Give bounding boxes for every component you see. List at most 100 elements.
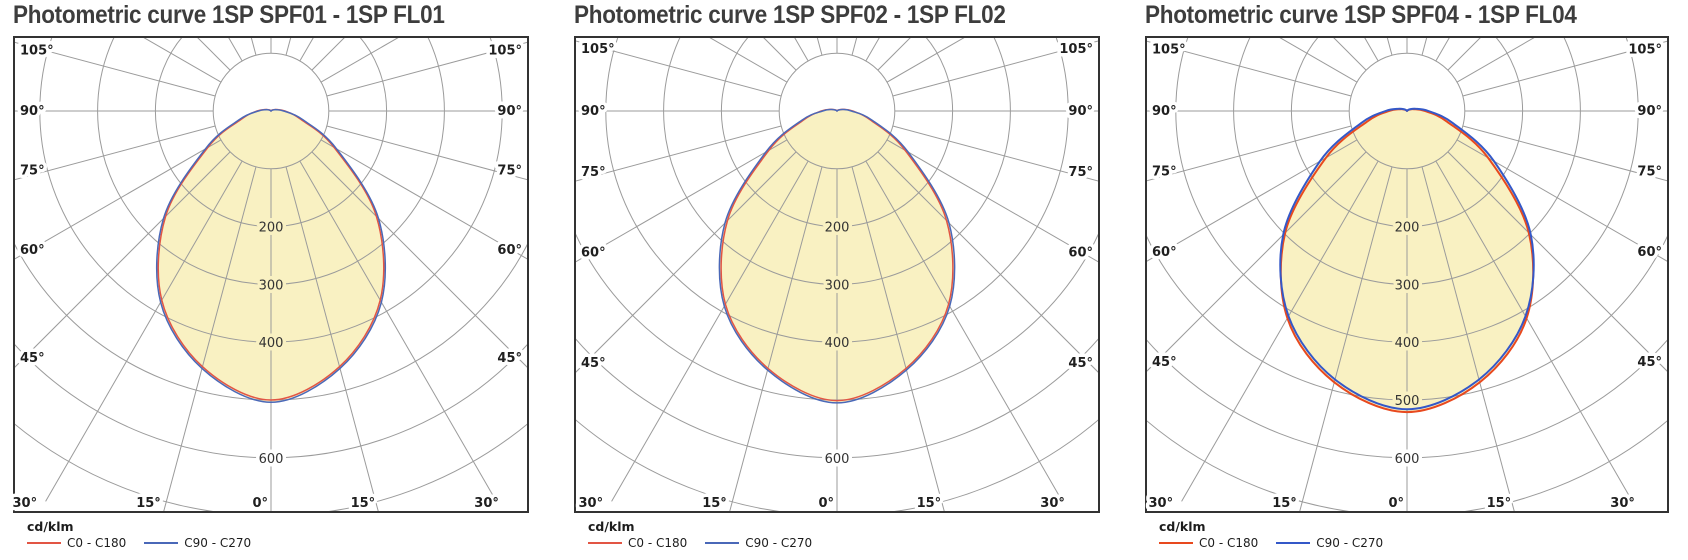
plot-border [1145, 36, 1669, 513]
polar-plot: 200 300 400 600 0° 15° 15° 30° 30° 45° 45° 60° 60° 75… [9, 36, 529, 515]
svg-text:90°: 90° [1068, 104, 1093, 119]
legend-label-c90-c270: C90 - C270 [745, 536, 813, 550]
legend-unit-label: cd/klm [1159, 519, 1206, 534]
svg-text:105°: 105° [488, 43, 522, 58]
svg-text:45°: 45° [1152, 355, 1177, 370]
polar-plot: 200 300 400 500 600 0° 15° 15° 30° 30° 45° 45° 60° 60… [1145, 36, 1669, 515]
legend: cd/klm C0 - C180 C90 - C270 [588, 519, 830, 550]
svg-text:75°: 75° [1637, 165, 1662, 180]
legend-label-c90-c270: C90 - C270 [1316, 536, 1384, 550]
polar-plot-container: 200 300 400 600 0° 15° 15° 30° 30° 45° 45° 60° 60° 75… [574, 36, 1100, 518]
svg-text:30°: 30° [13, 496, 37, 511]
svg-text:30°: 30° [579, 496, 604, 511]
photometric-chart-spf04: Photometric curve 1SP SPF04 - 1SP FL04 2… [1145, 0, 1669, 560]
svg-text:75°: 75° [497, 164, 522, 179]
svg-text:45°: 45° [497, 351, 522, 366]
svg-text:0°: 0° [252, 496, 268, 511]
ring-labels: 200 300 400 600 [821, 217, 853, 470]
chart-title-text: Photometric curve 1SP SPF04 - 1SP FL04 [1145, 1, 1577, 29]
svg-text:60°: 60° [20, 243, 45, 258]
ring-labels: 200 300 400 600 [255, 217, 287, 470]
chart-title: Photometric curve 1SP SPF02 - 1SP FL02 [574, 1, 1054, 30]
svg-text:30°: 30° [1610, 496, 1635, 511]
svg-text:30°: 30° [1149, 496, 1174, 511]
svg-text:200: 200 [825, 221, 850, 236]
svg-text:0°: 0° [1388, 496, 1404, 511]
svg-text:15°: 15° [351, 496, 376, 511]
svg-text:45°: 45° [1637, 355, 1662, 370]
legend-swatch-c90-c270 [144, 542, 179, 544]
svg-text:75°: 75° [581, 165, 606, 180]
svg-text:15°: 15° [702, 496, 727, 511]
svg-text:90°: 90° [581, 104, 606, 119]
svg-text:105°: 105° [1628, 42, 1662, 57]
polar-plot-container: 200 300 400 600 0° 15° 15° 30° 30° 45° 45° 60° 60° 75… [9, 36, 529, 518]
svg-text:15°: 15° [917, 496, 942, 511]
chart-title-text: Photometric curve 1SP SPF01 - 1SP FL01 [13, 1, 445, 29]
svg-text:60°: 60° [1152, 245, 1177, 260]
polar-plot-container: 200 300 400 500 600 0° 15° 15° 30° 30° 45° 45° 60° 60… [1145, 36, 1669, 518]
svg-text:600: 600 [1395, 452, 1420, 467]
legend-label-c90-c270: C90 - C270 [184, 536, 252, 550]
svg-text:75°: 75° [20, 164, 45, 179]
polar-plot: 200 300 400 600 0° 15° 15° 30° 30° 45° 45° 60° 60° 75… [574, 36, 1100, 515]
svg-text:90°: 90° [1637, 104, 1662, 119]
photometric-chart-spf01: Photometric curve 1SP SPF01 - 1SP FL01 2… [9, 0, 529, 560]
legend-unit-label: cd/klm [27, 519, 74, 534]
svg-text:30°: 30° [474, 496, 499, 511]
legend-swatch-c90-c270 [705, 542, 740, 544]
legend: cd/klm C0 - C180 C90 - C270 [27, 519, 269, 550]
legend-label-c0-c180: C0 - C180 [628, 536, 688, 550]
svg-text:200: 200 [259, 221, 284, 236]
svg-text:60°: 60° [1637, 245, 1662, 260]
svg-text:105°: 105° [20, 43, 54, 58]
legend-unit-label: cd/klm [588, 519, 635, 534]
chart-title: Photometric curve 1SP SPF01 - 1SP FL01 [13, 1, 493, 30]
svg-text:60°: 60° [497, 243, 522, 258]
svg-text:0°: 0° [818, 496, 834, 511]
angle-labels: 0° 15° 15° 30° 30° 45° 45° 60° 60° 75° 75° 90° 90° 10… [9, 40, 525, 515]
angle-labels: 0° 15° 15° 30° 30° 45° 45° 60° 60° 75° 75° 90° 90° 10… [575, 39, 1096, 515]
legend-swatch-c0-c180 [27, 542, 61, 544]
svg-text:90°: 90° [1152, 104, 1177, 119]
legend-label-c0-c180: C0 - C180 [67, 536, 127, 550]
svg-text:105°: 105° [1059, 42, 1093, 57]
legend-swatch-c0-c180 [588, 542, 622, 544]
svg-text:500: 500 [1395, 394, 1420, 409]
svg-text:200: 200 [1395, 221, 1420, 236]
curve-c90-c270 [1279, 107, 1535, 411]
svg-text:90°: 90° [20, 104, 45, 119]
legend-row: C0 - C180 C90 - C270 [1159, 536, 1401, 550]
svg-text:300: 300 [1395, 278, 1420, 293]
curve-c90-c270 [155, 108, 387, 404]
svg-text:600: 600 [259, 452, 284, 467]
legend-row: C0 - C180 C90 - C270 [588, 536, 830, 550]
svg-text:105°: 105° [1152, 42, 1186, 57]
legend-row: C0 - C180 C90 - C270 [27, 536, 269, 550]
svg-text:300: 300 [259, 278, 284, 293]
plot-border [574, 36, 1100, 513]
legend-swatch-c90-c270 [1276, 542, 1311, 544]
svg-text:75°: 75° [1152, 165, 1177, 180]
svg-text:45°: 45° [581, 356, 606, 371]
chart-title-text: Photometric curve 1SP SPF02 - 1SP FL02 [574, 1, 1006, 29]
svg-text:400: 400 [259, 336, 284, 351]
svg-text:300: 300 [825, 278, 850, 293]
svg-text:105°: 105° [581, 42, 615, 57]
svg-text:60°: 60° [1068, 246, 1093, 261]
svg-text:15°: 15° [1272, 496, 1297, 511]
svg-text:600: 600 [825, 452, 850, 467]
svg-text:60°: 60° [581, 246, 606, 261]
plot-border [13, 36, 529, 513]
polar-grid [1145, 36, 1669, 513]
svg-text:90°: 90° [497, 104, 522, 119]
photometric-chart-spf02: Photometric curve 1SP SPF02 - 1SP FL02 2… [574, 0, 1100, 560]
svg-text:30°: 30° [1040, 496, 1065, 511]
svg-text:45°: 45° [1068, 356, 1093, 371]
svg-text:15°: 15° [136, 496, 161, 511]
svg-text:45°: 45° [20, 351, 45, 366]
ring-labels: 200 300 400 500 600 [1391, 217, 1423, 470]
chart-title: Photometric curve 1SP SPF04 - 1SP FL04 [1145, 1, 1625, 30]
svg-text:400: 400 [825, 336, 850, 351]
